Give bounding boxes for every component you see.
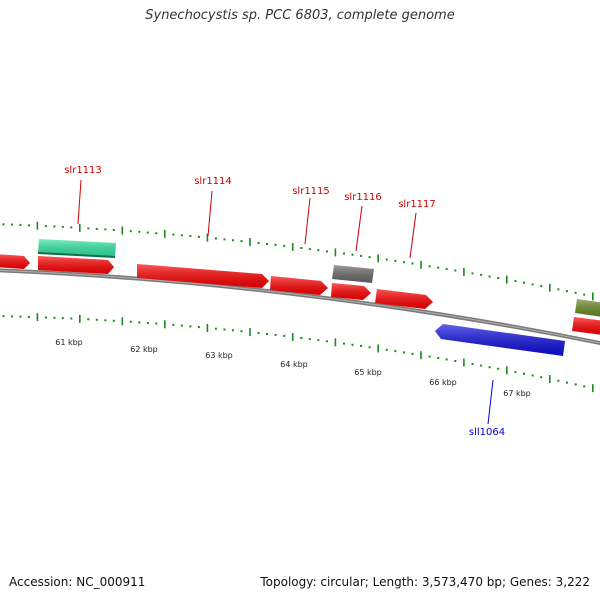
gene-label-slr1116[interactable]: slr1116 (344, 192, 382, 203)
inner-tick-ring (2, 313, 594, 393)
forward-genes (0, 254, 600, 335)
gene-slr1116-box[interactable] (332, 265, 374, 283)
scale-label: 63 kbp (205, 351, 233, 360)
leader-slr1113 (77, 179, 82, 225)
scale-label: 61 kbp (55, 338, 83, 347)
gene-slr1113-box[interactable] (37, 239, 116, 258)
leader-slr1116 (355, 205, 363, 252)
genome-summary: Topology: circular; Length: 3,573,470 bp… (260, 575, 590, 589)
gene-label-slr1113[interactable]: slr1113 (64, 165, 102, 176)
gene-arrow-slr1114[interactable] (137, 264, 269, 288)
outer-tick-ring (2, 221, 594, 301)
gene-label-slr1115[interactable]: slr1115 (292, 186, 330, 197)
genome-backbone (0, 268, 600, 346)
gene-olive-box[interactable] (575, 299, 600, 317)
leader-slr1117 (409, 212, 417, 259)
gene-arrow-slr1115[interactable] (270, 276, 328, 295)
map-title: Synechocystis sp. PCC 6803, complete gen… (145, 8, 455, 23)
scale-label: 66 kbp (429, 378, 457, 387)
gene-labels: slr1113 slr1114 slr1115 slr1116 slr1117 … (64, 165, 505, 438)
gene-arrow-sll1064[interactable] (435, 324, 565, 356)
scale-label: 62 kbp (130, 345, 158, 354)
gene-arrow-left-edge[interactable] (0, 254, 30, 269)
leader-slr1114 (207, 190, 213, 237)
gene-arrow-right-edge[interactable] (572, 317, 600, 335)
gene-arrow-slr1113[interactable] (38, 256, 114, 274)
gene-arrow-slr1116[interactable] (331, 283, 371, 300)
gene-label-leaders (77, 179, 494, 425)
gene-arrow-slr1117[interactable] (375, 289, 433, 309)
leader-slr1115 (304, 197, 311, 245)
accession-label: Accession: NC_000911 (9, 575, 146, 589)
scale-label: 67 kbp (503, 389, 531, 398)
scale-labels: 61 kbp 62 kbp 63 kbp 64 kbp 65 kbp 66 kb… (55, 338, 531, 398)
gene-label-slr1117[interactable]: slr1117 (398, 199, 436, 210)
gene-label-slr1114[interactable]: slr1114 (194, 176, 232, 187)
scale-label: 65 kbp (354, 368, 382, 377)
scale-label: 64 kbp (280, 360, 308, 369)
gene-label-sll1064[interactable]: sll1064 (469, 427, 505, 438)
leader-sll1064 (487, 379, 494, 425)
